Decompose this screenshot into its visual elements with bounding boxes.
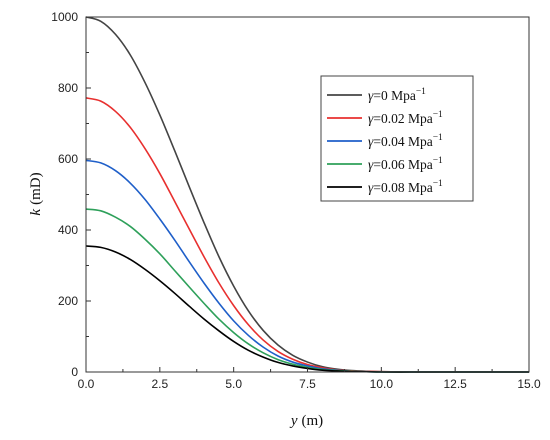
legend-value-2: =0.04 Mpa [373, 134, 432, 149]
legend-exponent-0: −1 [416, 87, 426, 97]
y-tick-label-5: 1000 [51, 10, 78, 24]
legend-entry-2: γ=0.04 Mpa−1 [327, 133, 443, 149]
legend-symbol-2: γ [368, 134, 374, 149]
x-tick-label-0: 0.0 [78, 377, 95, 391]
legend-label-3: γ=0.06 Mpa−1 [368, 156, 443, 172]
legend-entry-4: γ=0.08 Mpa−1 [327, 179, 443, 195]
legend-exponent-2: −1 [433, 133, 443, 143]
y-axis-label: k (mD) [28, 172, 44, 215]
x-axis-label: y (m) [289, 413, 323, 429]
legend-symbol-1: γ [368, 111, 374, 126]
legend-symbol-4: γ [368, 180, 374, 195]
legend-exponent-3: −1 [433, 156, 443, 166]
legend-entry-3: γ=0.06 Mpa−1 [327, 156, 443, 172]
legend-label-1: γ=0.02 Mpa−1 [368, 110, 443, 126]
x-tick-label-2: 5.0 [225, 377, 242, 391]
legend-entries: γ=0 Mpa−1γ=0.02 Mpa−1γ=0.04 Mpa−1γ=0.06 … [327, 87, 443, 195]
x-tick-label-5: 12.5 [443, 377, 467, 391]
y-tick-label-4: 800 [58, 81, 78, 95]
legend-label-2: γ=0.04 Mpa−1 [368, 133, 443, 149]
y-axis-unit: (mD) [28, 172, 44, 205]
legend-label-0: γ=0 Mpa−1 [368, 87, 426, 103]
axis-ticks: 0.0 2.5 5.0 7.5 10.0 12.5 15.0 0 200 400 600 800 100… [51, 10, 541, 391]
x-tick-label-4: 10.0 [370, 377, 394, 391]
x-axis-symbol: y [289, 413, 298, 429]
y-axis-symbol: k [28, 209, 44, 216]
legend-exponent-1: −1 [433, 110, 443, 120]
y-tick-label-2: 400 [58, 223, 78, 237]
legend-label-4: γ=0.08 Mpa−1 [368, 179, 443, 195]
y-tick-label-3: 600 [58, 152, 78, 166]
legend-value-1: =0.02 Mpa [373, 111, 432, 126]
legend-entry-1: γ=0.02 Mpa−1 [327, 110, 443, 126]
legend-symbol-3: γ [368, 157, 374, 172]
legend-exponent-4: −1 [433, 179, 443, 189]
legend-symbol-0: γ [368, 88, 374, 103]
legend-entry-0: γ=0 Mpa−1 [327, 87, 426, 103]
legend-box [320, 75, 474, 202]
legend: γ=0 Mpa−1γ=0.02 Mpa−1γ=0.04 Mpa−1γ=0.06 … [320, 75, 474, 202]
x-tick-label-6: 15.0 [517, 377, 541, 391]
legend-value-3: =0.06 Mpa [373, 157, 432, 172]
x-tick-label-3: 7.5 [299, 377, 316, 391]
y-tick-label-1: 200 [58, 294, 78, 308]
legend-value-0: =0 Mpa [373, 88, 415, 103]
x-axis-unit: (m) [302, 413, 324, 429]
y-tick-label-0: 0 [71, 365, 78, 379]
legend-value-4: =0.08 Mpa [373, 180, 432, 195]
x-tick-label-1: 2.5 [151, 377, 168, 391]
